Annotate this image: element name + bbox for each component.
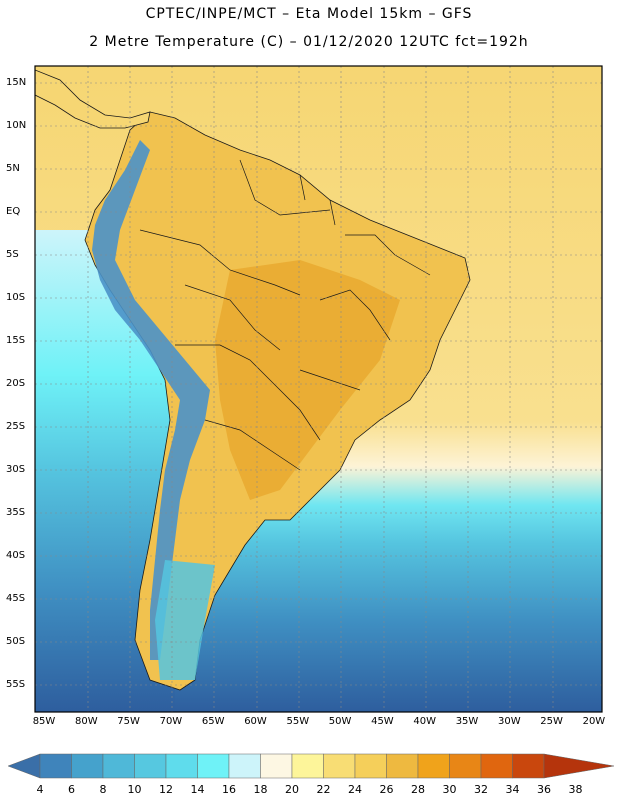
lon-label: 75W: [117, 716, 140, 727]
map-frame: [34, 65, 603, 713]
lon-label: 45W: [371, 716, 394, 727]
temperature-map: [34, 65, 603, 713]
colorbar-label: 18: [253, 783, 268, 796]
lat-label: 5S: [6, 249, 19, 260]
colorbar-label: 34: [505, 783, 520, 796]
lon-label: 50W: [328, 716, 352, 727]
title-line-2: 2 Metre Temperature (C) – 01/12/2020 12U…: [89, 34, 529, 50]
map-field: [35, 66, 602, 712]
lat-label: 15N: [6, 77, 27, 88]
lon-label: 40W: [413, 716, 436, 727]
colorbar-swatch: [197, 753, 230, 779]
colorbar-swatch: [512, 753, 545, 779]
warm-interior: [215, 260, 400, 500]
lat-label: 15S: [6, 335, 26, 346]
colorbar-swatch: [39, 753, 72, 779]
andes-band: [92, 140, 210, 660]
lat-label: 40S: [6, 550, 26, 561]
colorbar-swatch: [71, 753, 104, 779]
title-line-1: CPTEC/INPE/MCT – Eta Model 15km – GFS: [145, 6, 473, 22]
colorbar-swatch: [291, 753, 324, 779]
colorbar-swatch: [323, 753, 356, 779]
colorbar-label: 20: [285, 783, 299, 796]
colorbar-label: 6: [68, 783, 75, 796]
colorbar-label: 32: [474, 783, 488, 796]
colorbar-label: 12: [159, 783, 173, 796]
colorbar-label: 10: [127, 783, 142, 796]
colorbar-label: 36: [537, 783, 551, 796]
colorbar-label: 30: [442, 783, 457, 796]
colorbar-label: 16: [222, 783, 236, 796]
colorbar-max-arrow: [543, 753, 615, 779]
lon-label: 65W: [201, 716, 225, 727]
lat-label: 10N: [6, 120, 27, 131]
colorbar-label: 38: [568, 783, 583, 796]
colorbar-swatch: [480, 753, 513, 779]
colorbar-swatch: [228, 753, 261, 779]
lon-label: 70W: [159, 716, 183, 727]
colorbar-swatch: [260, 753, 293, 779]
colorbar-label: 4: [36, 783, 44, 796]
lon-label: 35W: [455, 716, 479, 727]
colorbar-label: 24: [348, 783, 362, 796]
lat-label: 35S: [6, 507, 26, 518]
colorbar-label: 26: [379, 783, 394, 796]
country-borders: [139, 159, 431, 471]
lon-label: 30W: [497, 716, 521, 727]
lon-label: 25W: [540, 716, 563, 727]
lon-label: 80W: [74, 716, 98, 727]
lat-label: 10S: [6, 292, 26, 303]
colorbar-swatch: [417, 753, 450, 779]
central-america: [35, 69, 151, 129]
colorbar-swatch: [449, 753, 482, 779]
lat-label: 20S: [6, 378, 26, 389]
lat-label: 55S: [6, 679, 26, 690]
lat-label: 45S: [6, 593, 26, 604]
colorbar-label: 8: [99, 783, 107, 796]
colorbar-min-arrow: [7, 753, 41, 779]
colorbar-swatch: [354, 753, 387, 779]
lon-label: 55W: [286, 716, 310, 727]
colorbar: [7, 753, 615, 779]
lon-label: 60W: [244, 716, 267, 727]
lat-label: 30S: [6, 464, 26, 475]
lat-label: 50S: [6, 636, 26, 647]
colorbar-label: 28: [411, 783, 425, 796]
colorbar-label: 14: [190, 783, 205, 796]
colorbar-label: 22: [316, 783, 331, 796]
colorbar-swatch: [102, 753, 135, 779]
lon-label: 85W: [32, 716, 56, 727]
lon-label: 20W: [582, 716, 606, 727]
lat-label: 25S: [6, 421, 26, 432]
patagonia-cool: [155, 560, 215, 680]
lat-label: 5N: [6, 163, 20, 174]
colorbar-swatch: [134, 753, 167, 779]
colorbar-swatch: [386, 753, 419, 779]
lat-label: EQ: [6, 206, 21, 217]
colorbar-swatch: [165, 753, 198, 779]
